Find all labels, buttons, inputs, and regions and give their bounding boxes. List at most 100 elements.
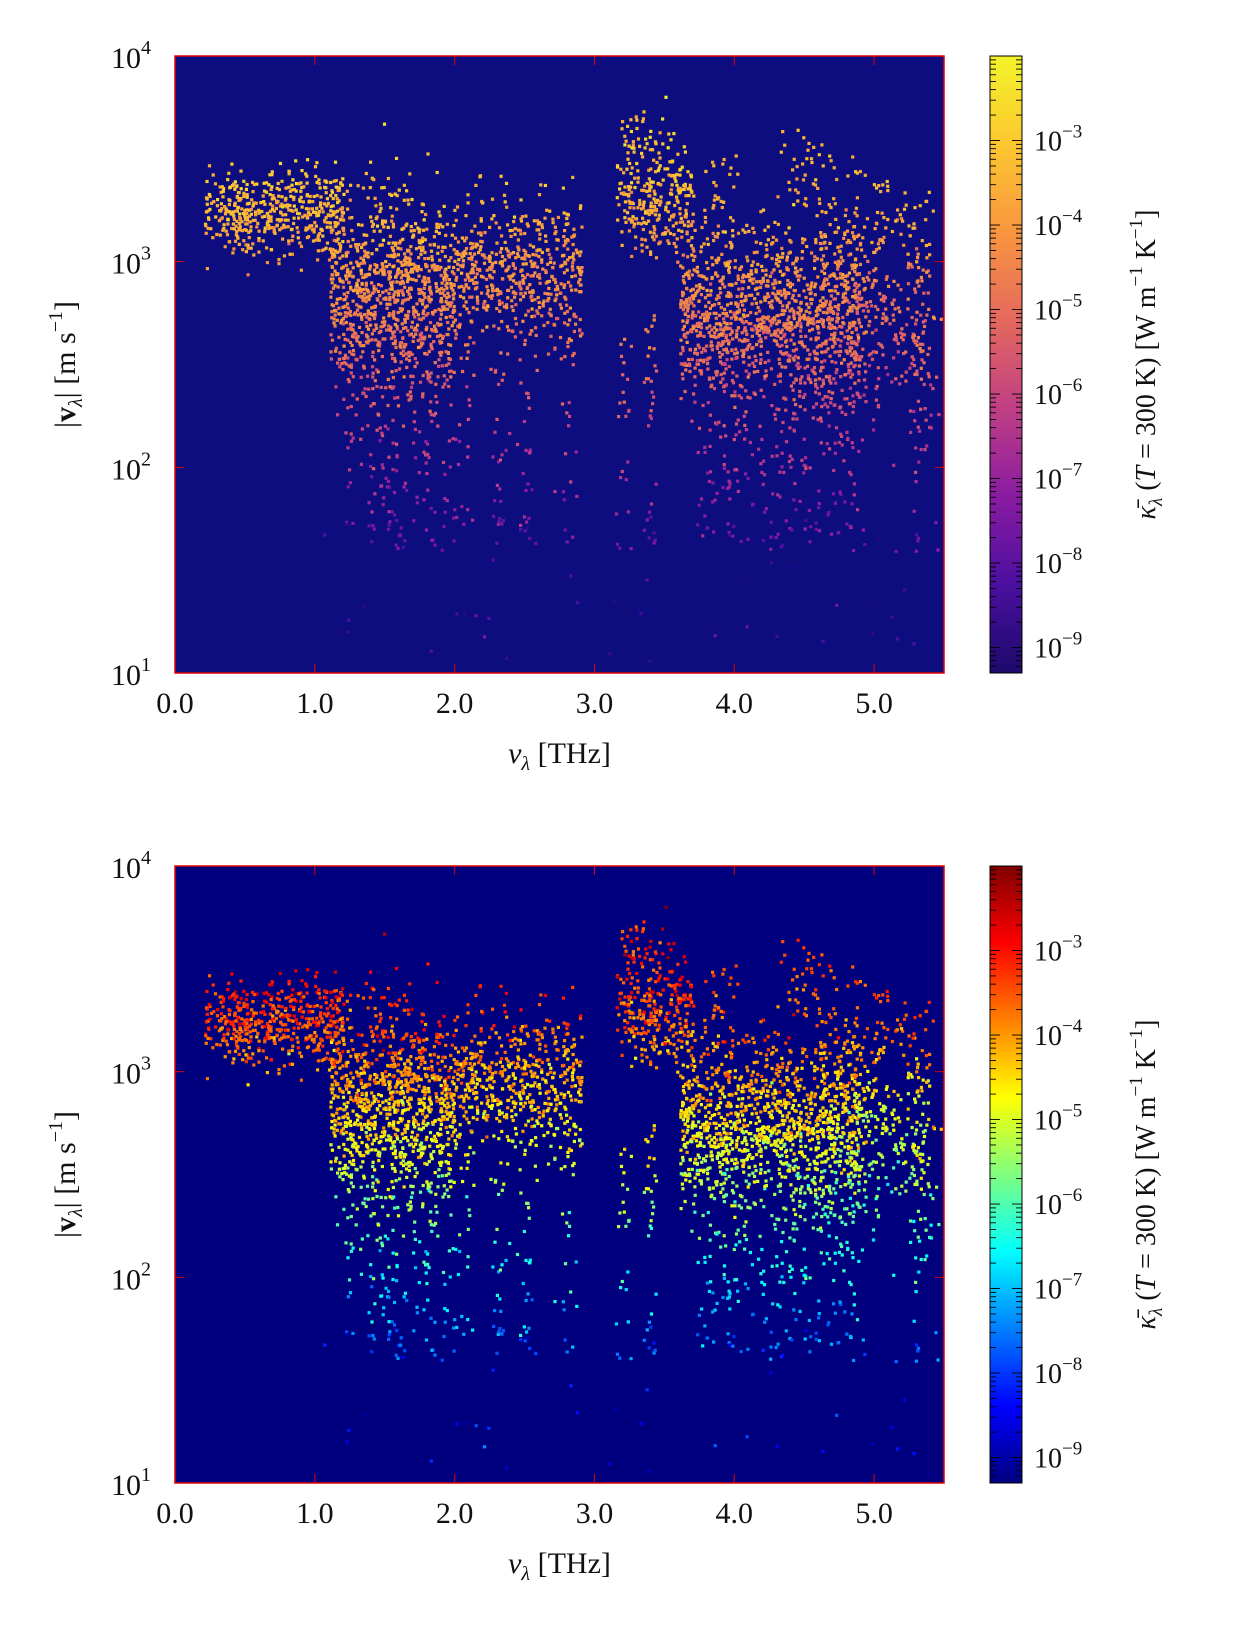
heatmap-cell	[278, 1038, 282, 1042]
heatmap-cell	[362, 233, 366, 237]
heatmap-cell	[867, 324, 871, 328]
heatmap-cell	[705, 237, 709, 241]
heatmap-cell	[347, 364, 351, 368]
heatmap-cell	[304, 982, 308, 986]
heatmap-cell	[277, 262, 281, 266]
heatmap-cell	[443, 245, 447, 249]
heatmap-cell	[833, 350, 837, 354]
heatmap-cell	[396, 267, 400, 271]
heatmap-cell	[387, 270, 391, 274]
heatmap-cell	[579, 273, 583, 277]
heatmap-cell	[896, 637, 900, 641]
heatmap-cell	[456, 268, 460, 272]
heatmap-cell	[684, 215, 688, 219]
heatmap-cell	[283, 218, 287, 222]
heatmap-cell	[650, 148, 655, 152]
heatmap-cell	[894, 377, 898, 381]
heatmap-cell	[683, 272, 688, 277]
heatmap-cell	[349, 363, 354, 367]
heatmap-cell	[317, 182, 321, 186]
heatmap-cell	[694, 324, 698, 328]
heatmap-cell	[562, 253, 566, 257]
heatmap-cell	[394, 345, 398, 350]
heatmap-cell	[626, 377, 630, 381]
heatmap-cell	[814, 241, 818, 245]
heatmap-cell	[641, 119, 645, 124]
heatmap-cell	[347, 312, 351, 316]
heatmap-cell	[333, 249, 337, 253]
heatmap-cell	[453, 508, 457, 512]
x-tick-label: 1.0	[296, 687, 334, 720]
heatmap-cell	[805, 157, 809, 161]
heatmap-cell	[435, 289, 439, 293]
heatmap-cell	[693, 351, 697, 355]
heatmap-cell	[845, 287, 849, 291]
heatmap-cell	[291, 209, 295, 213]
heatmap-cell	[690, 273, 694, 277]
heatmap-cell	[634, 217, 638, 221]
heatmap-cell	[297, 182, 301, 186]
heatmap-cell	[708, 356, 712, 360]
heatmap-cell	[649, 201, 653, 205]
heatmap-cell	[814, 527, 818, 531]
heatmap-cell	[242, 191, 246, 195]
heatmap-cell	[223, 205, 227, 209]
heatmap-cell	[705, 344, 709, 348]
heatmap-cell	[566, 247, 570, 251]
heatmap-cell	[398, 281, 402, 285]
heatmap-cell	[830, 317, 835, 321]
heatmap-cell	[499, 291, 503, 295]
heatmap-cell	[344, 274, 348, 278]
heatmap-cell	[826, 513, 830, 517]
heatmap-cell	[839, 244, 843, 248]
heatmap-cell	[342, 292, 346, 296]
heatmap-cell	[652, 314, 656, 318]
heatmap-cell	[679, 397, 683, 401]
heatmap-cell	[357, 294, 361, 298]
heatmap-cell	[461, 369, 465, 374]
heatmap-cell	[401, 280, 405, 284]
heatmap-cell	[508, 229, 512, 233]
heatmap-cell	[409, 286, 413, 290]
heatmap-cell	[363, 387, 367, 391]
heatmap-cell	[304, 172, 308, 176]
heatmap-cell	[441, 245, 445, 249]
heatmap-cell	[734, 433, 738, 437]
heatmap-cell	[922, 291, 926, 295]
heatmap-cell	[819, 285, 823, 290]
heatmap-cell	[827, 377, 831, 381]
heatmap-cell	[457, 325, 461, 329]
heatmap-cell	[759, 300, 763, 304]
heatmap-cell	[900, 374, 904, 378]
heatmap-cell	[806, 323, 810, 327]
heatmap-cell	[438, 317, 443, 321]
heatmap-cell	[408, 390, 412, 394]
heatmap-cell	[294, 182, 299, 186]
heatmap-cell	[267, 183, 271, 187]
heatmap-cell	[734, 347, 738, 351]
heatmap-cell	[380, 354, 384, 359]
heatmap-cell	[911, 226, 915, 230]
heatmap-cell	[307, 1010, 311, 1014]
heatmap-cell	[361, 350, 365, 354]
heatmap-cell	[518, 358, 522, 362]
heatmap-cell	[232, 1027, 236, 1031]
heatmap-cell	[747, 274, 751, 278]
heatmap-cell	[312, 1004, 316, 1009]
heatmap-cell	[861, 303, 865, 307]
heatmap-cell	[356, 288, 360, 293]
heatmap-cell	[619, 476, 623, 480]
heatmap-cell	[298, 1022, 302, 1026]
heatmap-cell	[748, 343, 752, 347]
heatmap-cell	[351, 393, 355, 397]
heatmap-cell	[410, 267, 414, 271]
heatmap-cell	[538, 232, 542, 236]
heatmap-cell	[579, 250, 583, 254]
heatmap-cell	[849, 361, 853, 365]
heatmap-cell	[420, 210, 424, 214]
heatmap-cell	[805, 244, 809, 249]
heatmap-cell	[348, 350, 352, 354]
heatmap-cell	[318, 204, 322, 208]
heatmap-cell	[806, 317, 810, 322]
heatmap-cell	[505, 325, 509, 329]
